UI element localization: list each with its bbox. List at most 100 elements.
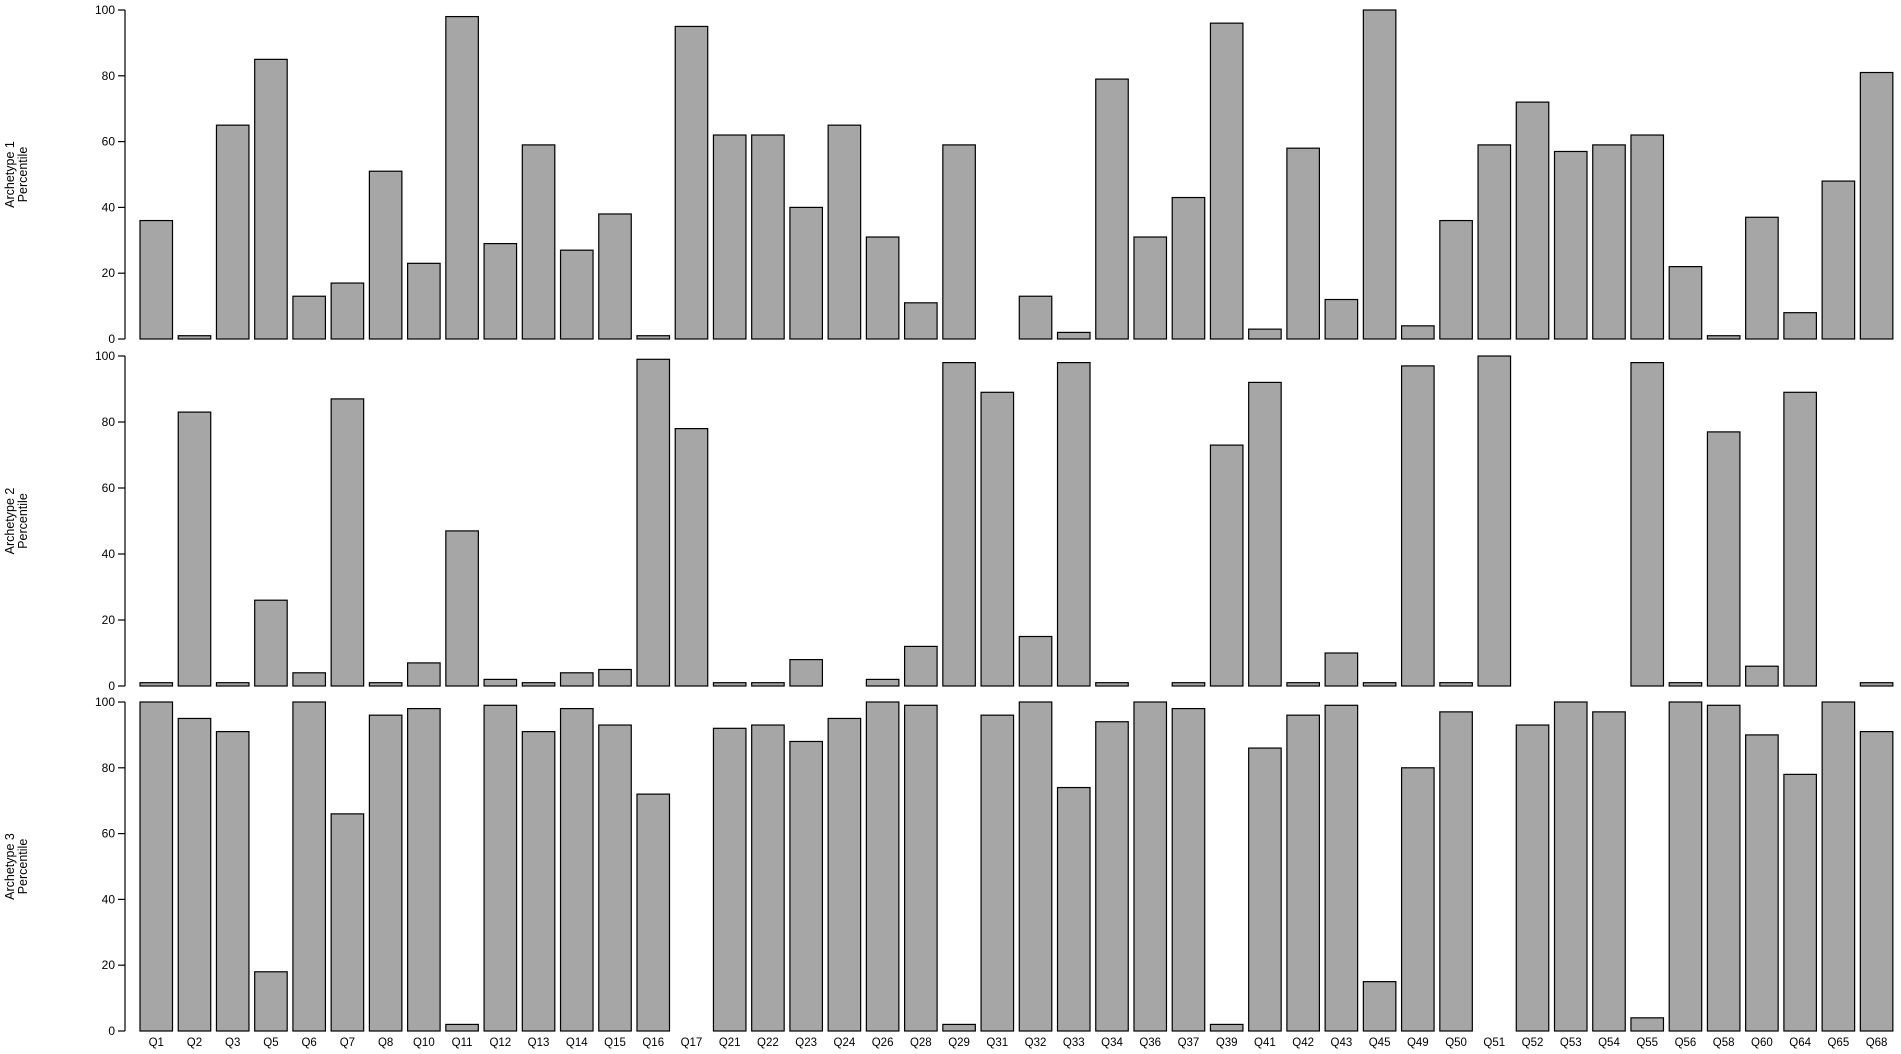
bar-Q64 <box>1783 312 1817 340</box>
bar-Q39 <box>1209 22 1244 340</box>
bar-Q49 <box>1400 767 1435 1032</box>
bar-Q65 <box>1821 180 1856 340</box>
x-tick-label: Q68 <box>1866 1037 1888 1049</box>
bar-Q14 <box>559 707 594 1032</box>
bar-Q8 <box>368 714 403 1032</box>
bar-Q10 <box>407 662 441 687</box>
y-axis-title-line1: Archetype 3 <box>3 833 17 900</box>
bar-Q51 <box>1477 355 1512 687</box>
x-tick-label: Q14 <box>566 1037 588 1049</box>
bar-Q1 <box>139 219 174 340</box>
bar-Q43 <box>1324 298 1359 340</box>
bar-Q45 <box>1362 981 1397 1032</box>
bar-Q29 <box>942 144 976 340</box>
bar-Q11 <box>445 530 479 687</box>
bar-Q60 <box>1745 734 1779 1032</box>
bar-Q15 <box>598 668 632 687</box>
x-tick-label: Q33 <box>1063 1037 1085 1049</box>
bar-Q55 <box>1630 362 1665 687</box>
bar-Q6 <box>292 672 327 687</box>
x-tick-label: Q28 <box>910 1037 932 1049</box>
bar-Q24 <box>827 717 862 1032</box>
bar-Q39 <box>1209 444 1244 687</box>
bar-Q53 <box>1553 150 1588 340</box>
bar-Q23 <box>789 740 824 1032</box>
x-tick-label: Q3 <box>225 1037 240 1049</box>
bar-Q2 <box>177 411 212 687</box>
x-axis-categories: Q1 Q2 Q3 Q5 Q6 Q7 Q8 Q10 Q11 Q12 Q13 Q14 Q15 Q16 Q17 Q2… <box>149 1037 1888 1049</box>
bar-Q16 <box>636 358 671 687</box>
bar-Q1 <box>139 701 174 1032</box>
x-tick-label: Q15 <box>604 1037 626 1049</box>
bar-Q29 <box>942 362 976 687</box>
y-tick-label: 80 <box>102 69 116 83</box>
x-tick-label: Q2 <box>187 1037 202 1049</box>
x-tick-label: Q53 <box>1560 1037 1582 1049</box>
y-tick-label: 40 <box>102 200 116 214</box>
bar-Q7 <box>330 813 365 1032</box>
bar-Q14 <box>559 672 594 687</box>
x-tick-label: Q8 <box>378 1037 393 1049</box>
panel-1: 0 20 40 60 80 100 Archetype 1Percentile <box>3 3 1894 346</box>
bar-Q49 <box>1400 325 1435 340</box>
x-tick-label: Q12 <box>489 1037 511 1049</box>
bar-Q14 <box>559 249 594 340</box>
bar-Q24 <box>827 124 862 340</box>
x-tick-label: Q52 <box>1522 1037 1544 1049</box>
x-tick-label: Q24 <box>834 1037 856 1049</box>
x-tick-label: Q23 <box>795 1037 817 1049</box>
bar-Q15 <box>598 213 632 340</box>
x-tick-label: Q42 <box>1292 1037 1314 1049</box>
y-tick-label: 60 <box>102 827 116 841</box>
bar-Q33 <box>1056 786 1091 1032</box>
bar-Q23 <box>789 206 824 340</box>
bar-Q36 <box>1133 701 1168 1032</box>
bar-Q31 <box>980 391 1015 687</box>
bar-Q2 <box>177 335 212 340</box>
y-tick-label: 0 <box>108 1024 115 1038</box>
bar-Q42 <box>1286 682 1321 687</box>
x-tick-label: Q26 <box>872 1037 894 1049</box>
bar-Q42 <box>1286 714 1321 1032</box>
bar-Q42 <box>1286 147 1321 340</box>
y-tick-label: 80 <box>102 761 116 775</box>
bar-Q8 <box>368 682 403 687</box>
bar-Q3 <box>215 682 250 687</box>
bar-Q53 <box>1553 701 1588 1032</box>
x-tick-label: Q29 <box>948 1037 970 1049</box>
bar-Q68 <box>1859 682 1894 687</box>
bar-Q58 <box>1706 704 1741 1032</box>
bar-Q21 <box>712 134 747 340</box>
bar-Q11 <box>445 15 479 340</box>
bar-Q56 <box>1668 266 1703 340</box>
bar-Q10 <box>407 707 441 1032</box>
bar-Q39 <box>1209 1023 1244 1032</box>
x-tick-label: Q43 <box>1331 1037 1353 1049</box>
bar-Q34 <box>1095 78 1129 340</box>
bar-Q68 <box>1859 731 1894 1032</box>
bar-Q45 <box>1362 682 1397 687</box>
bar-Q34 <box>1095 721 1129 1032</box>
bar-Q41 <box>1248 328 1282 340</box>
bar-Q50 <box>1439 219 1473 340</box>
y-tick-label: 20 <box>102 613 116 627</box>
bar-Q7 <box>330 282 365 340</box>
y-tick-label: 40 <box>102 892 116 906</box>
bar-Q22 <box>751 724 785 1032</box>
y-axis-title-line2: Percentile <box>16 147 30 203</box>
bar-Q23 <box>789 658 824 687</box>
bar-Q55 <box>1630 134 1665 340</box>
bar-Q26 <box>865 678 900 687</box>
bar-Q52 <box>1515 101 1550 340</box>
bar-Q15 <box>598 724 632 1032</box>
bar-Q64 <box>1783 391 1817 687</box>
bar-Q26 <box>865 701 900 1032</box>
bar-Q21 <box>712 682 747 687</box>
bar-Q37 <box>1171 682 1206 687</box>
bar-Q29 <box>942 1023 976 1032</box>
x-tick-label: Q5 <box>263 1037 278 1049</box>
bar-Q21 <box>712 727 747 1032</box>
bar-Q16 <box>636 793 671 1032</box>
